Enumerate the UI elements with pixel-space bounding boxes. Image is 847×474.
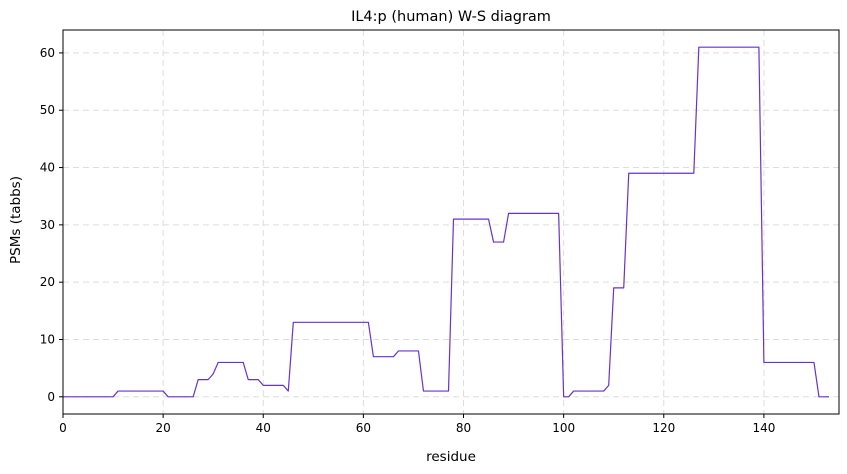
y-tick-label: 10 (40, 332, 55, 346)
y-tick-label: 20 (40, 275, 55, 289)
plot-frame (62, 29, 840, 415)
y-tick-label: 60 (40, 46, 55, 60)
y-tick-label: 50 (40, 103, 55, 117)
y-tick-label: 30 (40, 218, 55, 232)
y-tick-label: 0 (47, 390, 55, 404)
line-layer (63, 46, 829, 398)
x-tick-label: 0 (59, 421, 67, 435)
y-axis-ticks: 0 10 20 30 40 50 60 (40, 46, 63, 404)
x-axis-ticks: 0 20 40 60 80 100 120 140 (59, 414, 775, 435)
y-tick-label: 40 (40, 161, 55, 175)
psm-series-line (63, 46, 829, 398)
y-axis-label: PSMs (tabbs) (8, 176, 24, 264)
x-tick-label: 140 (752, 421, 775, 435)
x-tick-label: 20 (155, 421, 170, 435)
x-tick-label: 40 (256, 421, 271, 435)
x-axis-label: residue (426, 449, 476, 465)
chart-title: IL4:p (human) W-S diagram (351, 9, 551, 25)
x-tick-label: 80 (456, 421, 471, 435)
x-tick-label: 60 (356, 421, 371, 435)
x-tick-label: 120 (652, 421, 675, 435)
x-tick-label: 100 (552, 421, 575, 435)
grid-layer (62, 30, 839, 414)
